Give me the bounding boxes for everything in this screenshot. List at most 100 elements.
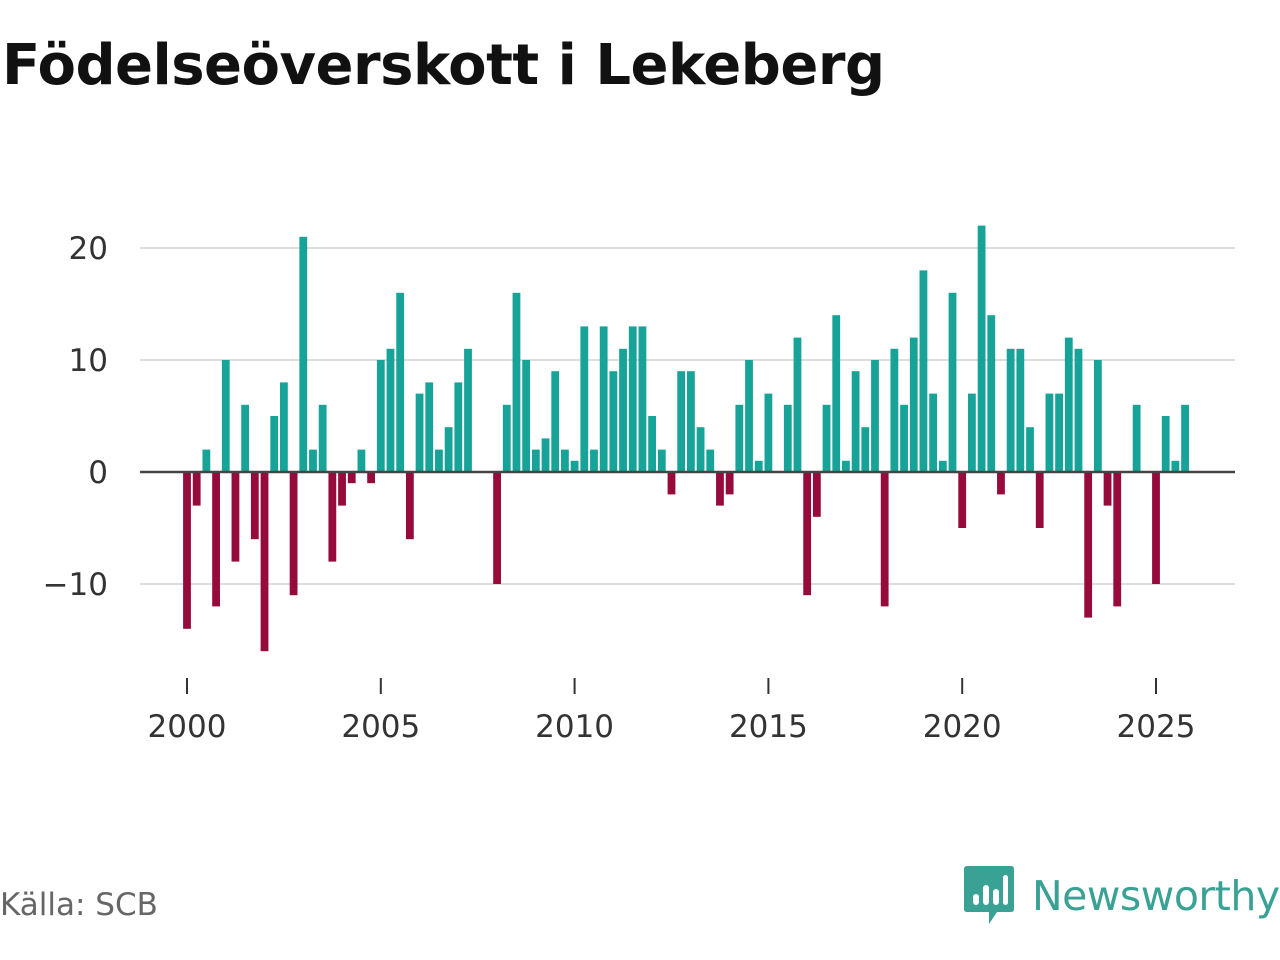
bar [900, 404, 908, 472]
bar [192, 472, 201, 506]
bar [677, 371, 686, 472]
bar [696, 427, 705, 472]
source-label: Källa: SCB [0, 887, 158, 923]
bar [909, 337, 918, 472]
bar [221, 360, 230, 472]
bar [425, 382, 434, 472]
bar [541, 438, 550, 472]
bar [822, 404, 831, 472]
x-tick-label: 2025 [1117, 709, 1196, 745]
bar [754, 460, 763, 472]
bar [347, 472, 356, 484]
bar [357, 449, 366, 472]
bar [367, 472, 376, 484]
chart-title: Födelseöverskott i Lekeberg [2, 33, 885, 98]
newsworthy-logo-icon [964, 866, 1014, 924]
bar [929, 393, 938, 472]
bar [502, 404, 511, 472]
bar [1006, 348, 1015, 472]
bar [376, 360, 385, 472]
y-tick-label: 0 [88, 455, 108, 491]
bar [1016, 348, 1025, 472]
bar [1152, 472, 1160, 584]
bar [871, 360, 879, 472]
bar [299, 236, 308, 472]
bar [338, 472, 346, 506]
bar [599, 326, 608, 472]
bar [522, 360, 531, 472]
bar [289, 472, 298, 596]
bar [386, 348, 395, 472]
bar [667, 472, 676, 495]
bars [183, 225, 1189, 652]
bar [183, 472, 191, 629]
bar [1026, 427, 1034, 472]
y-tick-label: 10 [69, 343, 108, 379]
y-tick-label: −10 [43, 567, 108, 603]
brand-name: Newsworthy [1032, 872, 1280, 920]
bar [270, 416, 279, 472]
bar [919, 270, 928, 472]
x-tick-label: 2010 [535, 709, 614, 745]
bar [686, 371, 695, 472]
bar [609, 371, 618, 472]
bar [202, 449, 211, 472]
bar [1035, 472, 1044, 528]
bar [464, 348, 472, 472]
bar [328, 472, 337, 562]
bar [764, 393, 773, 472]
x-tick-label: 2000 [148, 709, 227, 745]
bar [512, 292, 521, 472]
bar [1064, 337, 1073, 472]
y-tick-label: 20 [69, 231, 108, 267]
bar [803, 472, 812, 596]
bar [880, 472, 889, 607]
bar [415, 393, 424, 472]
bar [531, 449, 540, 472]
bar [435, 449, 443, 472]
bar [977, 225, 986, 472]
bar [561, 449, 569, 472]
bar [657, 449, 666, 472]
bar [212, 472, 220, 607]
bar [280, 382, 288, 472]
y-axis: 20 10 0 −10 [43, 231, 108, 603]
bar [318, 404, 327, 472]
gridlines [140, 247, 1235, 585]
bar [1055, 393, 1063, 472]
bar [793, 337, 802, 472]
bar [1171, 460, 1180, 472]
bar [1161, 416, 1170, 472]
brand-logo[interactable]: Newsworthy [964, 866, 1280, 926]
bar [260, 472, 269, 652]
bar [967, 393, 976, 472]
bar [958, 472, 967, 528]
bar [832, 315, 841, 472]
bar [1045, 393, 1054, 472]
bar [1093, 360, 1102, 472]
bar [405, 472, 414, 540]
bar [551, 371, 560, 472]
bar [309, 449, 317, 472]
bar [1132, 404, 1141, 472]
bar [735, 404, 744, 472]
bar [716, 472, 724, 506]
bar [231, 472, 240, 562]
x-tick-label: 2015 [729, 709, 808, 745]
bar [997, 472, 1005, 495]
bar [396, 292, 405, 472]
bar [1084, 472, 1093, 618]
bar [890, 348, 899, 472]
bar [628, 326, 637, 472]
bar [1103, 472, 1112, 506]
x-axis: 2000 2005 2010 2015 2020 2025 [148, 678, 1196, 745]
bar [590, 449, 598, 472]
bar [570, 460, 579, 472]
bar [948, 292, 957, 472]
bar [725, 472, 734, 495]
bar [493, 472, 501, 584]
bar [1074, 348, 1083, 472]
bar [938, 460, 947, 472]
bar [861, 427, 870, 472]
